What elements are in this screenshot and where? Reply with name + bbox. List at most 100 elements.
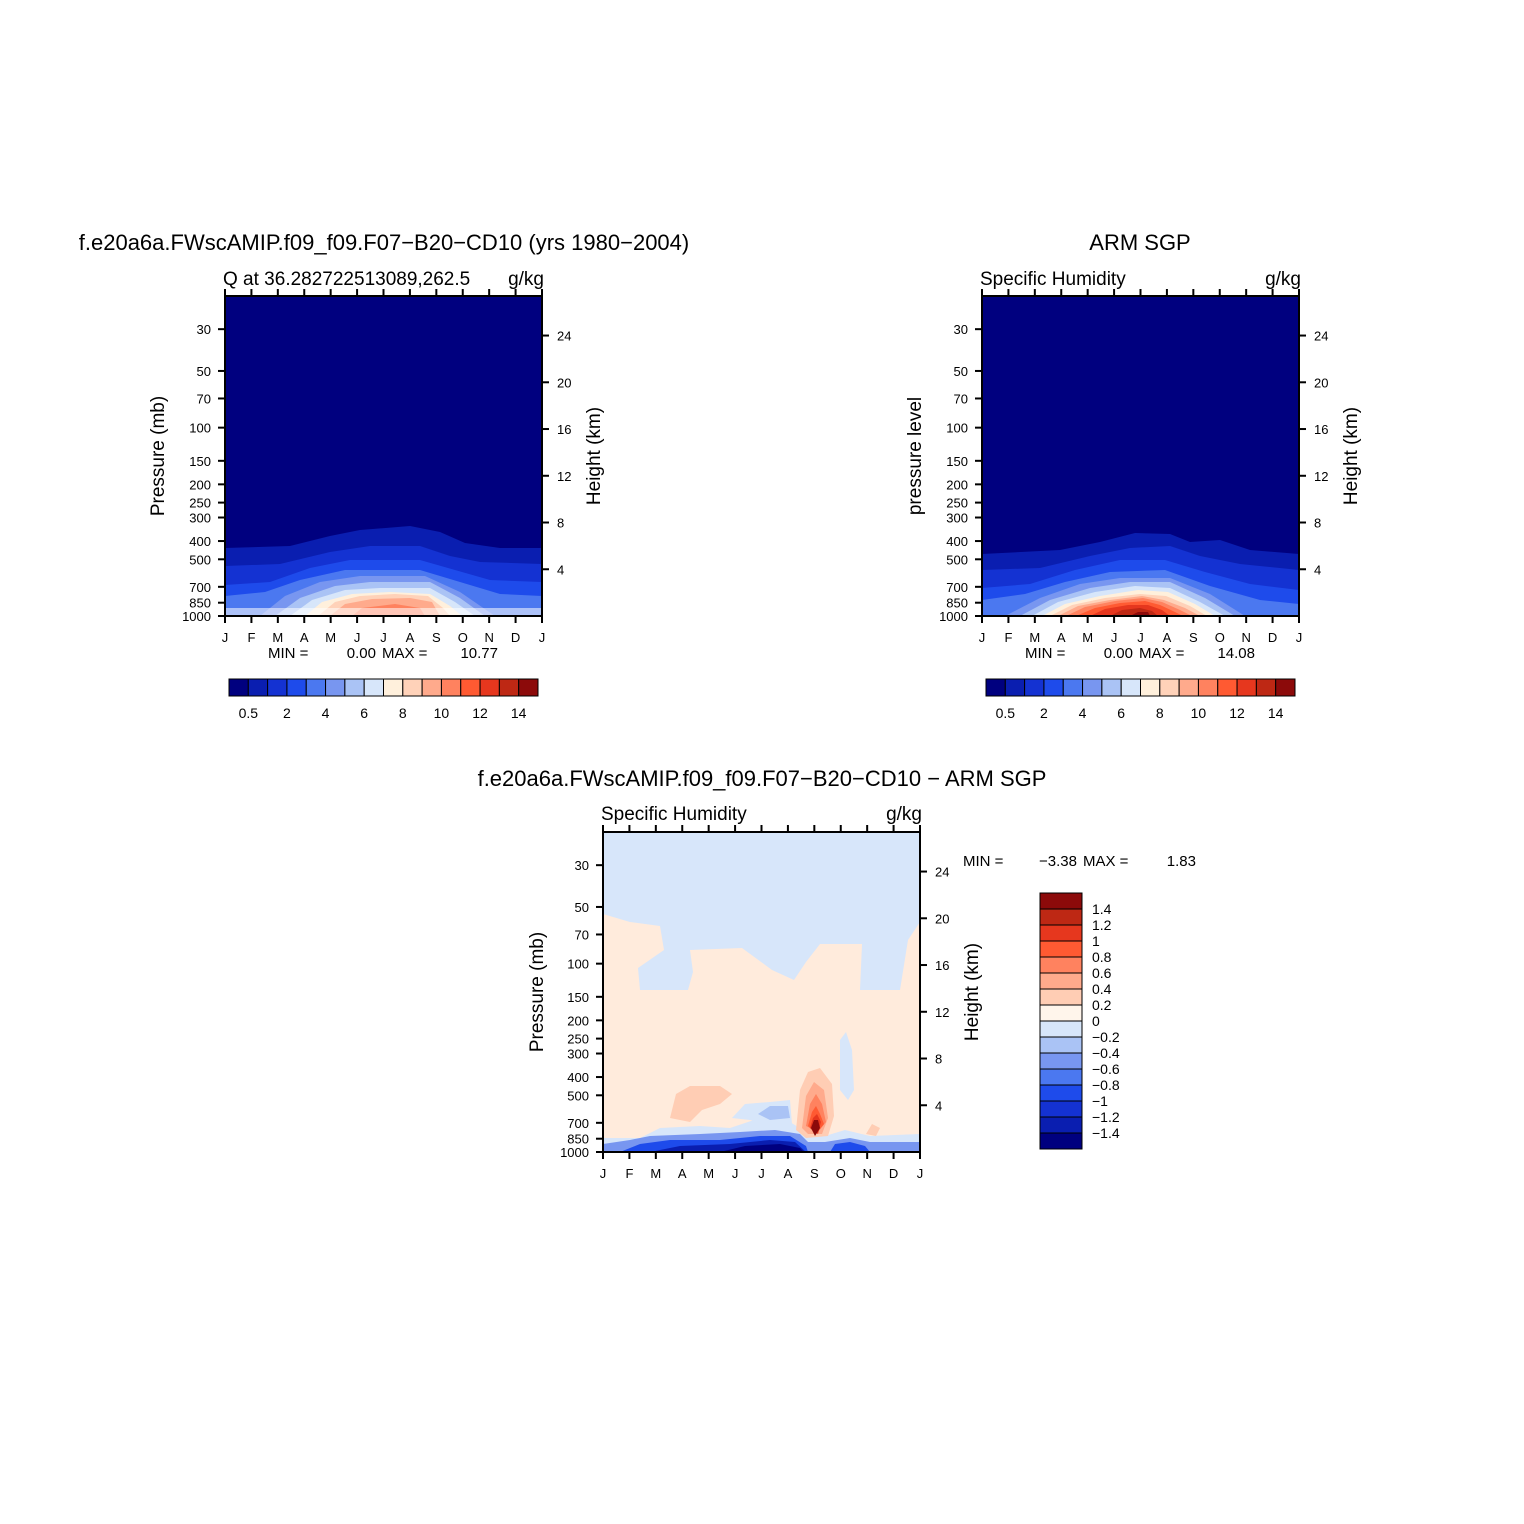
panel-a-colorbar-box bbox=[383, 678, 404, 697]
panel-c-colorbar-label: 0.2 bbox=[1092, 997, 1112, 1013]
panel-a-xtick-label: A bbox=[406, 630, 415, 645]
panel-c-colorbar: 1.41.210.80.60.40.20−0.2−0.4−0.6−0.8−1−1… bbox=[1039, 892, 1120, 1150]
panel-c-ytick-label: 100 bbox=[567, 957, 589, 972]
panel-a-colorbar-box bbox=[460, 678, 481, 697]
panel-a-colorbar-box bbox=[440, 678, 462, 697]
panel-b-max-label: MAX = bbox=[1139, 645, 1185, 662]
panel-a-colorbar-box bbox=[344, 678, 365, 697]
panel-a-colorbar-box bbox=[479, 678, 500, 697]
panel-b-colorbar-label: 14 bbox=[1268, 705, 1284, 721]
panel-c-xtick-label: D bbox=[889, 1166, 898, 1181]
panel-b-ytick-label: 100 bbox=[946, 421, 968, 436]
panel-b-ylabel-right: Height (km) bbox=[1341, 407, 1362, 505]
panel-a-left-subtitle: Q at 36.2827225130​89,262.5 bbox=[223, 269, 470, 290]
panel-c-colorbar-box bbox=[1039, 988, 1083, 1006]
panel-c-xtick-label: M bbox=[650, 1166, 661, 1181]
panel-b-xtick-label: J bbox=[979, 630, 986, 645]
panel-b-min-value: 0.00 bbox=[1104, 645, 1133, 662]
panel-a-ytick-label: 850 bbox=[189, 596, 211, 611]
panel-a-colorbar-box bbox=[402, 678, 423, 697]
panel-a-ylabel: Pressure (mb) bbox=[148, 396, 169, 516]
panel-a-xtick-label: J bbox=[222, 630, 229, 645]
panel-c-colorbar-box bbox=[1039, 1036, 1083, 1054]
panel-b-min-label: MIN = bbox=[1025, 645, 1066, 662]
panel-b-colorbar-label: 12 bbox=[1229, 705, 1245, 721]
panel-a-colorbar-box bbox=[286, 678, 307, 697]
panel-a-ytick-label: 300 bbox=[189, 511, 211, 526]
panel-c-ytick-label: 50 bbox=[575, 900, 589, 915]
panel-b-height-tick-label: 20 bbox=[1314, 375, 1328, 390]
panel-a-xtick-label: J bbox=[354, 630, 361, 645]
panel-b-title: ARM SGP bbox=[1089, 230, 1190, 255]
panel-c-colorbar-box bbox=[1039, 892, 1083, 910]
panel-a-colorbar-label: 2 bbox=[283, 705, 291, 721]
panel-c-colorbar-label: 1 bbox=[1092, 933, 1100, 949]
panel-a-ytick-label: 500 bbox=[189, 552, 211, 567]
panel-b: ARM SGP Specific Humidity g/kg 305070100… bbox=[905, 230, 1362, 721]
panel-c-xtick-label: A bbox=[784, 1166, 793, 1181]
panel-c-ytick-label: 400 bbox=[567, 1070, 589, 1085]
panel-c-height-tick-label: 4 bbox=[935, 1098, 942, 1113]
panel-b-colorbar-box bbox=[1159, 678, 1180, 697]
panel-b-xtick-label: F bbox=[1004, 630, 1012, 645]
panel-b-ytick-label: 70 bbox=[954, 391, 968, 406]
panel-b-xtick-label: M bbox=[1029, 630, 1040, 645]
panel-b-ytick-label: 300 bbox=[946, 511, 968, 526]
panel-c-ytick-label: 200 bbox=[567, 1013, 589, 1028]
panel-a-right-subtitle: g/kg bbox=[508, 269, 544, 290]
panel-a-height-tick-label: 8 bbox=[557, 516, 564, 531]
panel-b-colorbar-label: 8 bbox=[1156, 705, 1164, 721]
panel-b-ytick-label: 200 bbox=[946, 477, 968, 492]
panel-a-ytick-label: 70 bbox=[197, 391, 211, 406]
panel-a-ytick-label: 250 bbox=[189, 496, 211, 511]
panel-c-colorbar-box bbox=[1039, 972, 1083, 990]
panel-c-height-tick-label: 8 bbox=[935, 1052, 942, 1067]
panel-a-colorbar-box bbox=[247, 678, 269, 697]
panel-b-xtick-label: N bbox=[1241, 630, 1250, 645]
panel-c-max-label: MAX = bbox=[1083, 853, 1129, 870]
panel-a-min-value: 0.00 bbox=[347, 645, 376, 662]
panel-a-xtick-label: F bbox=[247, 630, 255, 645]
panel-b-colorbar-label: 0.5 bbox=[996, 705, 1016, 721]
panel-c-ytick-label: 500 bbox=[567, 1088, 589, 1103]
panel-c-colorbar-label: 0.8 bbox=[1092, 949, 1112, 965]
panel-b-xtick-label: M bbox=[1082, 630, 1093, 645]
panel-c-colorbar-box bbox=[1039, 1004, 1083, 1022]
panel-b-colorbar-label: 10 bbox=[1191, 705, 1207, 721]
panel-c-colorbar-label: −0.4 bbox=[1092, 1045, 1120, 1061]
panel-a-colorbar-label: 10 bbox=[434, 705, 450, 721]
panel-c-left-subtitle: Specific Humidity bbox=[601, 804, 747, 825]
panel-c-ytick-label: 150 bbox=[567, 990, 589, 1005]
panel-b-xtick-label: D bbox=[1268, 630, 1277, 645]
panel-c-ytick-label: 300 bbox=[567, 1047, 589, 1062]
panel-a-ytick-label: 50 bbox=[197, 364, 211, 379]
panel-a-xtick-label: J bbox=[539, 630, 546, 645]
panel-c-field bbox=[603, 832, 920, 1152]
panel-b-colorbar-box bbox=[1120, 678, 1141, 697]
panel-c-colorbar-box bbox=[1039, 1052, 1083, 1070]
panel-a-colorbar-box bbox=[363, 678, 384, 697]
panel-b-height-tick-label: 12 bbox=[1314, 469, 1328, 484]
panel-c-colorbar-label: 0 bbox=[1092, 1013, 1100, 1029]
panel-b-colorbar-label: 2 bbox=[1040, 705, 1048, 721]
panel-b-colorbar-box bbox=[1217, 678, 1238, 697]
panel-a-xtick-label: O bbox=[458, 630, 468, 645]
panel-a-height-tick-label: 20 bbox=[557, 375, 571, 390]
panel-b-colorbar-box bbox=[1082, 678, 1103, 697]
panel-b-colorbar-label: 4 bbox=[1079, 705, 1087, 721]
panel-b-xtick-label: O bbox=[1215, 630, 1225, 645]
panel-c-xtick-label: O bbox=[836, 1166, 846, 1181]
panel-a-colorbar-label: 8 bbox=[399, 705, 407, 721]
panel-b-height-tick-label: 24 bbox=[1314, 329, 1328, 344]
panel-a-colorbar-label: 6 bbox=[360, 705, 368, 721]
panel-b-ytick-label: 850 bbox=[946, 596, 968, 611]
panel-c-height-tick-label: 24 bbox=[935, 865, 949, 880]
panel-c-height-tick-label: 16 bbox=[935, 958, 949, 973]
panel-a-height-tick-label: 16 bbox=[557, 422, 571, 437]
panel-b-colorbar: 0.5 2 4 6 8 10 12 14 bbox=[985, 678, 1296, 721]
panel-b-ytick-label: 500 bbox=[946, 552, 968, 567]
panel-a-ytick-label: 1000 bbox=[182, 609, 211, 624]
panel-c-colorbar-box bbox=[1039, 956, 1083, 974]
